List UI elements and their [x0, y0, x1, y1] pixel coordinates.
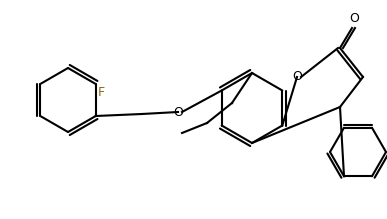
- Text: O: O: [349, 12, 359, 25]
- Text: O: O: [292, 71, 302, 83]
- Text: O: O: [173, 106, 183, 118]
- Text: F: F: [98, 86, 105, 99]
